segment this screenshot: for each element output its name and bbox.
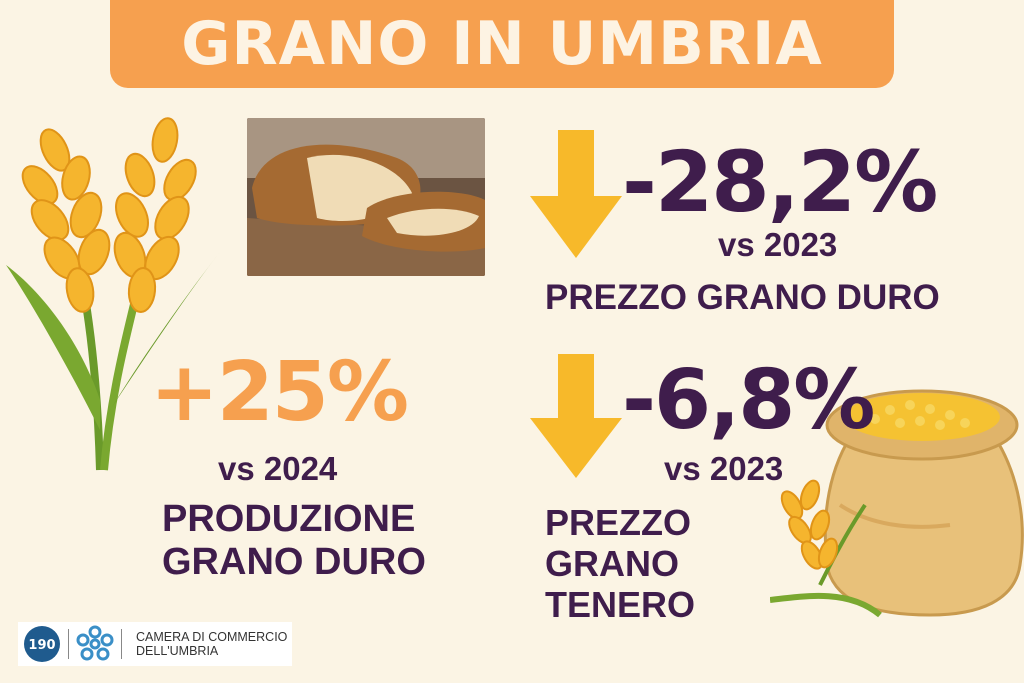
svg-text:190: 190: [28, 638, 55, 653]
arrow-down-icon: [530, 130, 622, 258]
bread-photo: [247, 118, 485, 276]
chamber-name-line2: DELL'UMBRIA: [136, 644, 219, 658]
wheat-icon: [6, 117, 220, 471]
duro-price-value: -28,2%: [622, 133, 938, 231]
grain-sack-icon: [770, 389, 1024, 618]
tenero-price-comparison: vs 2023: [664, 450, 784, 487]
chamber-logo-icon: [76, 625, 114, 661]
page-title: GRANO IN UMBRIA: [181, 9, 823, 79]
chamber-name: CAMERA DI COMMERCIO DELL'UMBRIA: [136, 630, 287, 658]
duro-price-comparison: vs 2023: [718, 226, 838, 263]
tenero-price-label-2: GRANO: [545, 543, 679, 584]
tenero-price-label-3: TENERO: [545, 584, 696, 625]
title-banner: GRANO IN UMBRIA: [110, 0, 894, 88]
chamber-name-line1: CAMERA DI COMMERCIO: [136, 630, 288, 644]
footer-divider: [121, 629, 122, 659]
footer-divider: [68, 629, 69, 659]
tenero-price-value: -6,8%: [622, 353, 875, 448]
duro-price-label: PREZZO GRANO DURO: [545, 278, 940, 317]
anniversary-logo-icon: 190: [24, 626, 60, 662]
arrow-down-icon: [530, 354, 622, 478]
tenero-price-label-1: PREZZO: [545, 502, 692, 543]
footer-logos: 190 CAMERA DI COMMERCIO DELL'UMBRIA: [18, 622, 292, 666]
duro-production-value: +25%: [150, 345, 409, 440]
duro-production-label-1: PRODUZIONE: [162, 498, 416, 540]
duro-production-comparison: vs 2024: [218, 450, 338, 487]
duro-production-label-2: GRANO DURO: [162, 541, 426, 583]
